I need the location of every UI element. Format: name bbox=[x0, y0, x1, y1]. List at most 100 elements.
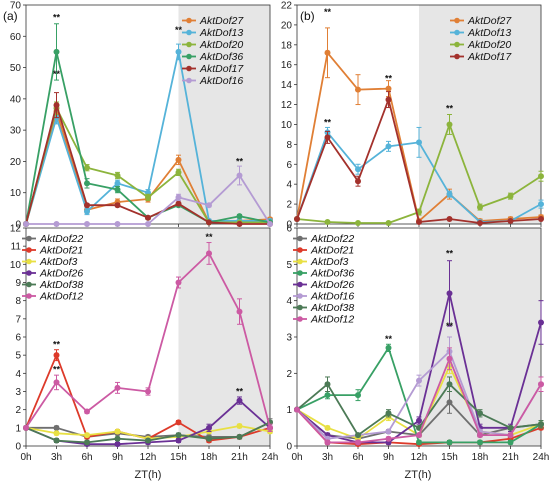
data-point bbox=[175, 437, 182, 444]
y-tick-label: 6 bbox=[15, 333, 21, 344]
legend-label: AktDof26 bbox=[310, 279, 354, 291]
x-axis-title-left: ZT(h) bbox=[135, 469, 162, 481]
series-AktDof38 bbox=[23, 419, 273, 446]
data-point bbox=[84, 408, 90, 415]
night-shade bbox=[419, 5, 541, 224]
data-point bbox=[446, 290, 453, 297]
data-point bbox=[114, 221, 121, 227]
data-point bbox=[385, 344, 392, 351]
data-point bbox=[53, 437, 60, 444]
y-tick-label: 4 bbox=[286, 180, 292, 191]
y-tick-label: 2 bbox=[15, 405, 21, 416]
legend-label: AktDof20 bbox=[467, 39, 511, 51]
data-point bbox=[236, 423, 243, 430]
data-point bbox=[324, 381, 331, 388]
data-point bbox=[53, 430, 60, 437]
data-point bbox=[385, 428, 392, 435]
data-point bbox=[206, 250, 212, 257]
legend-label: AktDof36 bbox=[199, 51, 243, 63]
legend-label: AktDof21 bbox=[39, 245, 83, 257]
y-tick-label: 3 bbox=[15, 387, 21, 398]
data-point bbox=[446, 121, 453, 128]
significance-mark: ** bbox=[385, 74, 393, 84]
y-tick-label: 0 bbox=[286, 442, 292, 453]
legend-label: AktDof22 bbox=[310, 233, 354, 245]
y-tick-label: 6 bbox=[286, 224, 292, 235]
significance-mark: ** bbox=[175, 25, 183, 35]
legend-swatch-marker bbox=[26, 235, 32, 242]
x-tick-label: 21h bbox=[231, 452, 248, 463]
y-tick-label: 12 bbox=[10, 224, 22, 235]
data-point bbox=[175, 279, 182, 286]
legend-swatch-marker bbox=[297, 270, 303, 276]
data-point bbox=[324, 49, 331, 56]
significance-mark: ** bbox=[236, 156, 244, 166]
data-point bbox=[114, 180, 121, 187]
data-point bbox=[385, 85, 392, 92]
data-point bbox=[446, 191, 453, 198]
data-point bbox=[416, 417, 422, 424]
data-point bbox=[114, 428, 121, 435]
x-tick-label: 24h bbox=[533, 452, 550, 463]
data-point bbox=[84, 432, 90, 439]
series-AktDof38 bbox=[294, 376, 544, 439]
y-tick-label: 18 bbox=[281, 40, 293, 51]
data-point bbox=[206, 435, 212, 442]
x-tick-label: 12h bbox=[140, 452, 157, 463]
data-point bbox=[355, 166, 361, 173]
x-tick-label: 6h bbox=[352, 452, 363, 463]
y-tick-label: 1 bbox=[286, 405, 292, 416]
legend-swatch-marker bbox=[186, 29, 192, 36]
legend-swatch-marker bbox=[186, 41, 192, 48]
legend-label: AktDof16 bbox=[310, 291, 354, 303]
data-point bbox=[477, 220, 483, 227]
series-AktDof17 bbox=[294, 91, 544, 227]
data-point bbox=[206, 424, 212, 431]
legend-label: AktDof17 bbox=[199, 63, 244, 75]
legend-swatch-marker bbox=[26, 270, 32, 276]
data-point bbox=[385, 143, 392, 150]
data-point bbox=[175, 419, 182, 426]
y-tick-label: 6 bbox=[286, 160, 292, 171]
data-point bbox=[53, 48, 60, 55]
y-tick-label: 0 bbox=[15, 220, 21, 231]
data-point bbox=[267, 424, 273, 431]
data-point bbox=[53, 352, 60, 359]
data-point bbox=[236, 213, 243, 220]
data-point bbox=[507, 432, 514, 439]
legend-swatch-marker bbox=[26, 258, 32, 265]
data-point bbox=[477, 432, 483, 439]
legend-label: AktDof36 bbox=[310, 268, 354, 280]
y-tick-label: 0 bbox=[15, 442, 21, 453]
legend-label: AktDof12 bbox=[310, 314, 354, 326]
legend-swatch-marker bbox=[297, 258, 303, 265]
data-point bbox=[538, 173, 544, 180]
y-tick-label: 14 bbox=[281, 80, 293, 91]
data-point bbox=[416, 432, 422, 439]
data-point bbox=[416, 219, 422, 226]
data-point bbox=[446, 381, 453, 388]
panel-d-plot: 0 1 2 3 4 5 6 0h 3h 6h 9h 12h 15h 18h 21h 24h ** ** ** AktD… bbox=[286, 224, 549, 464]
data-point bbox=[355, 86, 361, 93]
significance-mark: ** bbox=[53, 339, 61, 349]
data-point bbox=[145, 221, 151, 227]
data-point bbox=[53, 102, 60, 109]
legend-label: AktDof16 bbox=[199, 75, 243, 87]
legend-label: AktDof17 bbox=[467, 51, 512, 63]
legend-swatch-marker bbox=[186, 17, 192, 24]
y-tick-label: 22 bbox=[281, 1, 293, 12]
legend-label: AktDof22 bbox=[39, 233, 83, 245]
data-point bbox=[114, 172, 121, 179]
data-point bbox=[477, 410, 483, 417]
legend-label: AktDof3 bbox=[310, 256, 349, 268]
series-AktDof36 bbox=[294, 343, 544, 446]
significance-mark: ** bbox=[446, 321, 454, 331]
data-point bbox=[145, 437, 151, 444]
panel-a-plot: 010203040506070********AktDof27AktDof13A… bbox=[3, 1, 273, 231]
data-point bbox=[84, 439, 90, 446]
data-point bbox=[236, 221, 243, 227]
data-point bbox=[53, 221, 60, 227]
data-point bbox=[206, 219, 212, 226]
data-point bbox=[84, 164, 90, 171]
